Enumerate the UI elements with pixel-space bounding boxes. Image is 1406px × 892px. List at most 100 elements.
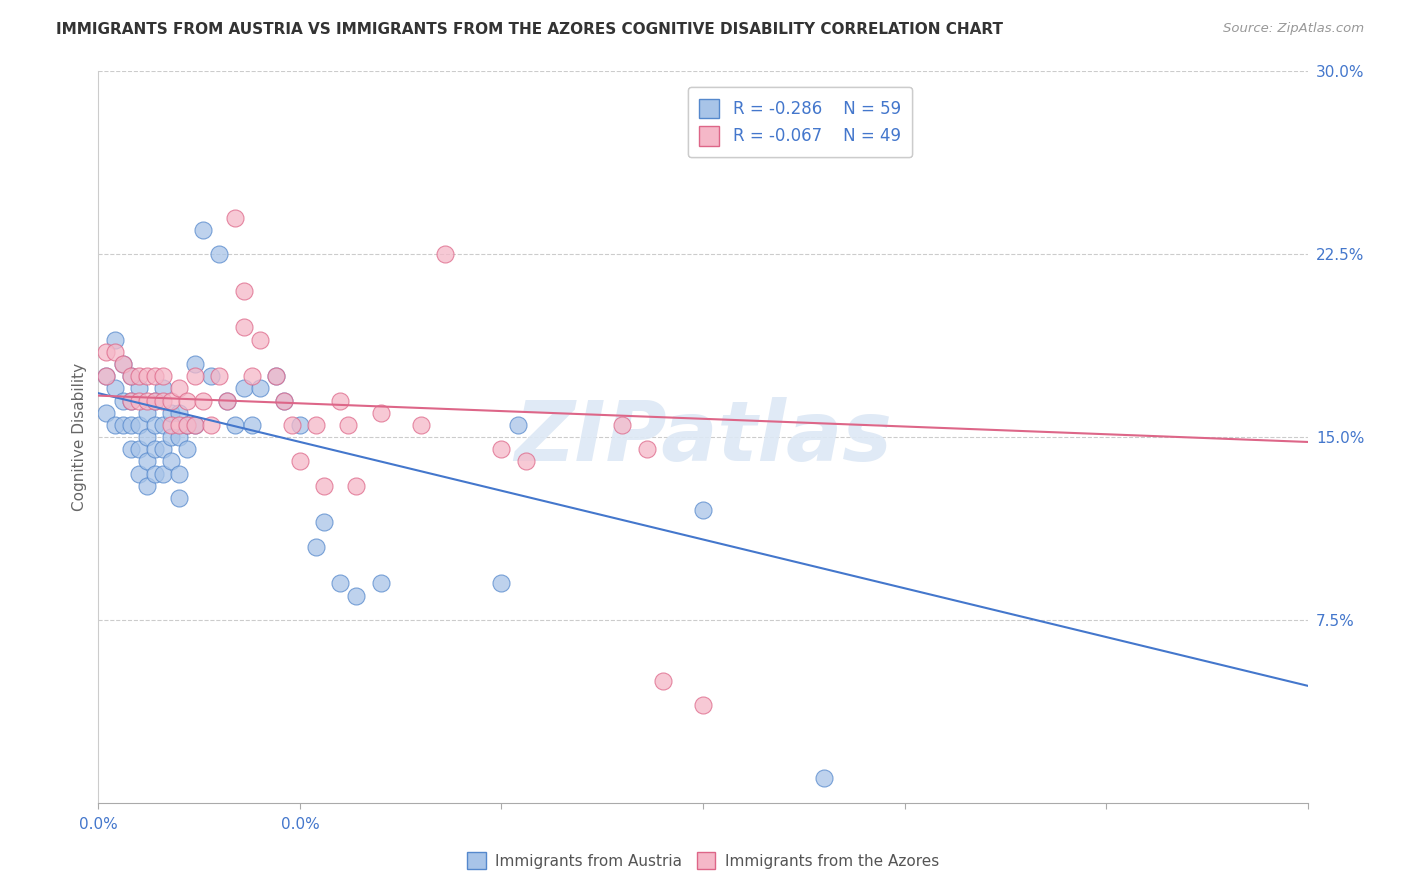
Text: Source: ZipAtlas.com: Source: ZipAtlas.com: [1223, 22, 1364, 36]
Point: [200, 369, 222, 384]
Point: [240, 417, 263, 432]
Point: [273, 393, 295, 408]
Point: [103, 333, 125, 347]
Point: [184, 357, 207, 371]
Point: [152, 467, 174, 481]
Point: [491, 576, 513, 591]
Point: [329, 576, 352, 591]
Point: [135, 430, 157, 444]
Point: [813, 772, 835, 786]
Point: [273, 393, 295, 408]
Point: [208, 369, 231, 384]
Point: [264, 369, 287, 384]
Point: [152, 442, 174, 457]
Point: [152, 381, 174, 395]
Legend: R = -0.286    N = 59, R = -0.067    N = 49: R = -0.286 N = 59, R = -0.067 N = 49: [688, 87, 912, 157]
Point: [120, 393, 142, 408]
Point: [111, 417, 134, 432]
Point: [224, 211, 246, 225]
Point: [200, 417, 222, 432]
Point: [111, 357, 134, 371]
Point: [314, 516, 336, 530]
Y-axis label: Cognitive Disability: Cognitive Disability: [72, 363, 87, 511]
Point: [135, 479, 157, 493]
Point: [232, 381, 254, 395]
Point: [176, 442, 198, 457]
Point: [370, 406, 392, 420]
Point: [612, 417, 634, 432]
Point: [344, 479, 367, 493]
Point: [314, 479, 336, 493]
Point: [184, 369, 207, 384]
Point: [370, 576, 392, 591]
Point: [329, 393, 352, 408]
Point: [135, 393, 157, 408]
Point: [135, 406, 157, 420]
Point: [152, 369, 174, 384]
Point: [135, 369, 157, 384]
Point: [193, 223, 215, 237]
Point: [143, 417, 166, 432]
Point: [167, 381, 190, 395]
Point: [167, 406, 190, 420]
Point: [281, 417, 304, 432]
Point: [176, 417, 198, 432]
Point: [143, 369, 166, 384]
Point: [651, 673, 673, 688]
Point: [515, 454, 537, 468]
Point: [232, 284, 254, 298]
Point: [128, 381, 150, 395]
Point: [96, 344, 118, 359]
Point: [167, 430, 190, 444]
Point: [120, 369, 142, 384]
Point: [128, 442, 150, 457]
Point: [232, 320, 254, 334]
Point: [167, 467, 190, 481]
Point: [120, 369, 142, 384]
Point: [160, 393, 183, 408]
Point: [305, 417, 328, 432]
Point: [434, 247, 457, 261]
Point: [96, 406, 118, 420]
Point: [135, 454, 157, 468]
Point: [224, 417, 246, 432]
Point: [96, 369, 118, 384]
Point: [143, 442, 166, 457]
Point: [152, 393, 174, 408]
Point: [111, 357, 134, 371]
Point: [184, 417, 207, 432]
Point: [288, 417, 311, 432]
Point: [692, 503, 714, 517]
Point: [120, 393, 142, 408]
Point: [305, 540, 328, 554]
Point: [337, 417, 360, 432]
Point: [636, 442, 658, 457]
Point: [111, 393, 134, 408]
Point: [409, 417, 432, 432]
Text: ZIPatlas: ZIPatlas: [515, 397, 891, 477]
Point: [160, 417, 183, 432]
Point: [160, 406, 183, 420]
Point: [217, 393, 239, 408]
Point: [128, 467, 150, 481]
Point: [167, 491, 190, 505]
Point: [176, 417, 198, 432]
Point: [143, 393, 166, 408]
Point: [176, 393, 198, 408]
Point: [692, 698, 714, 713]
Point: [143, 467, 166, 481]
Point: [103, 381, 125, 395]
Point: [344, 589, 367, 603]
Legend: Immigrants from Austria, Immigrants from the Azores: Immigrants from Austria, Immigrants from…: [461, 846, 945, 875]
Point: [208, 247, 231, 261]
Point: [103, 417, 125, 432]
Point: [143, 393, 166, 408]
Point: [103, 344, 125, 359]
Point: [491, 442, 513, 457]
Point: [193, 393, 215, 408]
Point: [184, 417, 207, 432]
Point: [506, 417, 529, 432]
Point: [160, 454, 183, 468]
Point: [249, 381, 271, 395]
Point: [120, 442, 142, 457]
